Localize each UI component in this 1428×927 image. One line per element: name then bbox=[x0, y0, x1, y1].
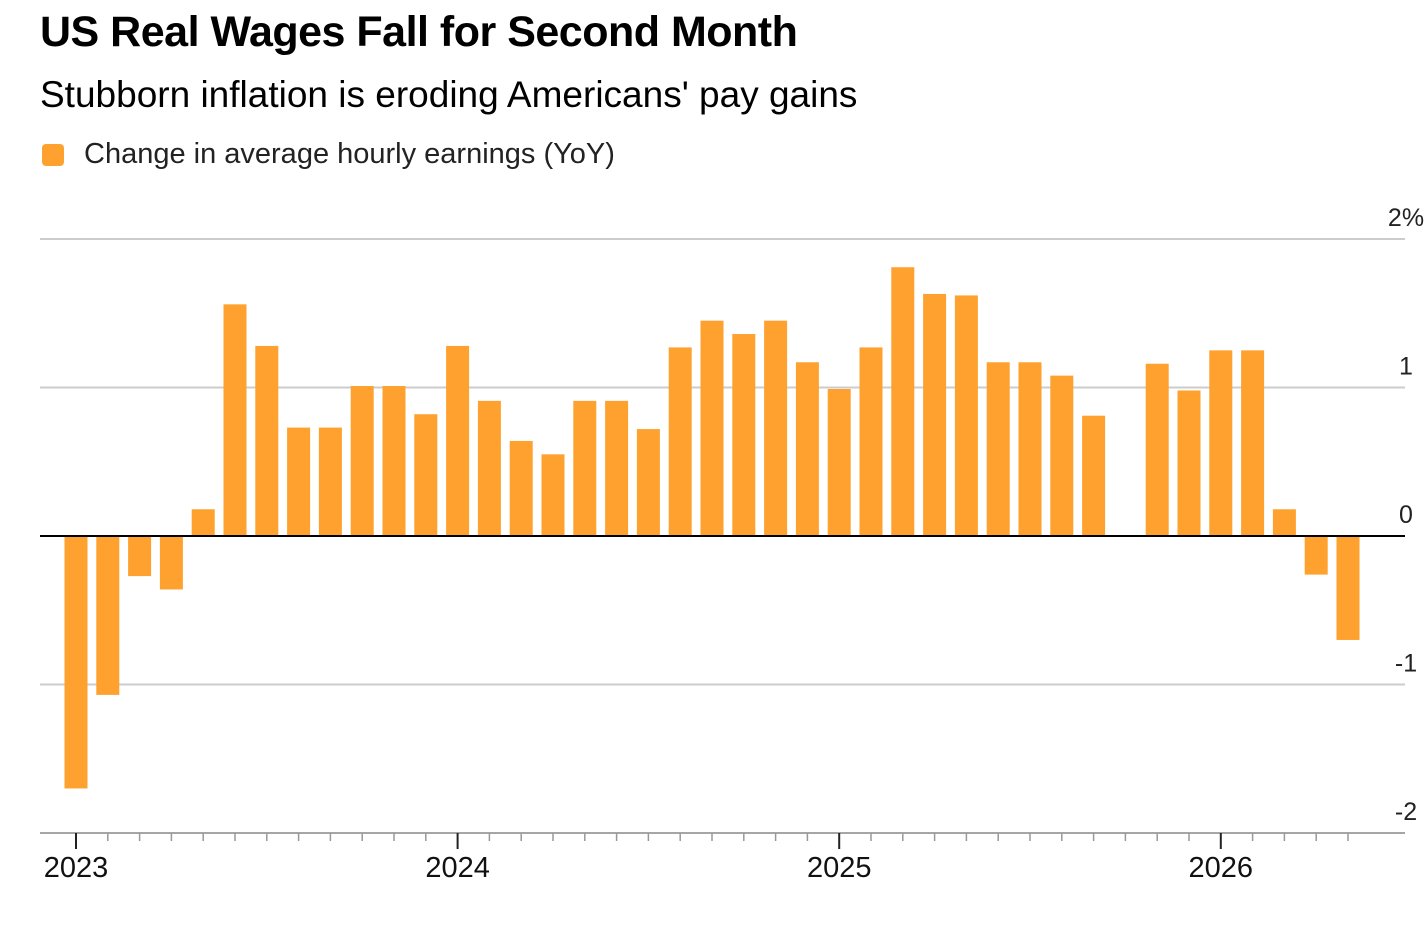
bar bbox=[191, 509, 215, 536]
bar bbox=[477, 400, 501, 536]
bar bbox=[1272, 509, 1296, 536]
bar bbox=[700, 320, 724, 536]
y-tick-label: -2 bbox=[1395, 798, 1417, 826]
x-tick-label: 2026 bbox=[1189, 852, 1254, 884]
bar bbox=[1177, 390, 1201, 536]
bar bbox=[954, 295, 978, 536]
bar bbox=[1336, 536, 1360, 640]
bar bbox=[764, 320, 788, 536]
bar bbox=[1050, 375, 1074, 536]
bar bbox=[64, 536, 88, 789]
bar bbox=[668, 347, 692, 536]
y-tick-label: 2% bbox=[1388, 204, 1424, 232]
x-tick-label: 2025 bbox=[807, 852, 872, 884]
bar bbox=[859, 347, 883, 536]
bar bbox=[1209, 350, 1233, 536]
bar bbox=[414, 414, 438, 536]
chart-subtitle: Stubborn inflation is eroding Americans'… bbox=[40, 74, 858, 115]
bar bbox=[827, 388, 851, 536]
bar bbox=[509, 440, 533, 536]
bar bbox=[96, 536, 120, 695]
bar bbox=[287, 427, 311, 536]
bar bbox=[1304, 536, 1328, 575]
legend-swatch bbox=[42, 143, 64, 166]
bar bbox=[318, 427, 342, 536]
x-tick-label: 2023 bbox=[44, 852, 109, 884]
bar bbox=[795, 362, 819, 536]
y-tick-label: 1 bbox=[1399, 353, 1413, 381]
x-tick-label: 2024 bbox=[425, 852, 490, 884]
chart-title: US Real Wages Fall for Second Month bbox=[40, 8, 798, 56]
y-tick-label: -1 bbox=[1395, 650, 1417, 678]
legend: Change in average hourly earnings (YoY) bbox=[42, 138, 615, 171]
bar bbox=[159, 536, 183, 590]
bar bbox=[255, 345, 279, 536]
bar bbox=[573, 400, 597, 536]
bar bbox=[128, 536, 152, 577]
bar bbox=[636, 429, 660, 536]
bar bbox=[1082, 415, 1106, 536]
bar bbox=[382, 386, 406, 536]
bar bbox=[1241, 350, 1265, 536]
bar bbox=[732, 334, 756, 536]
bar bbox=[605, 400, 629, 536]
bar bbox=[350, 386, 374, 536]
bar bbox=[223, 304, 247, 536]
legend-label: Change in average hourly earnings (YoY) bbox=[84, 138, 615, 170]
bar bbox=[986, 362, 1010, 536]
bar bbox=[923, 293, 947, 536]
bar bbox=[446, 345, 470, 536]
bar bbox=[1018, 362, 1042, 536]
bar bbox=[891, 267, 915, 536]
bar bbox=[1145, 363, 1169, 536]
y-tick-label: 0 bbox=[1399, 501, 1413, 529]
bar bbox=[541, 454, 565, 536]
